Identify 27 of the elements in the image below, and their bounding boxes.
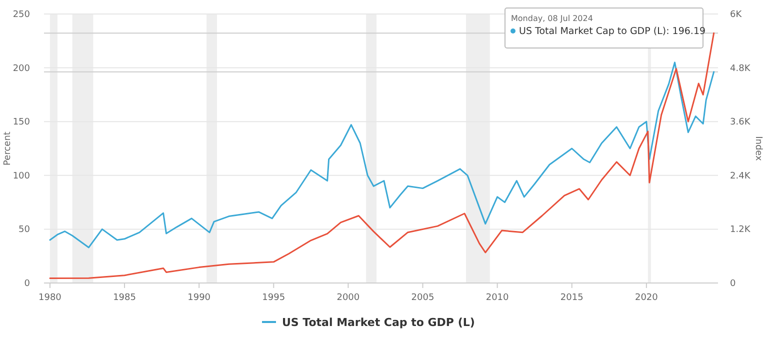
annotation: Monday, 08 Jul 2024 (511, 14, 593, 23)
y2-axis-title: Index (753, 136, 763, 162)
x-tick-label: 1995 (262, 293, 286, 303)
y2-tick-label: 6K (730, 10, 743, 20)
x-tick-label: 1985 (113, 293, 136, 303)
y2-tick-label: 4.8K (730, 64, 752, 74)
y-tick-label: 0 (24, 279, 30, 289)
x-tick-label: 1990 (188, 293, 211, 303)
x-tick-label: 2005 (411, 293, 434, 303)
legend-label: US Total Market Cap to GDP (L) (282, 316, 475, 329)
y2-tick-label: 0 (730, 279, 736, 289)
y2-tick-label: 2.4K (730, 171, 752, 182)
x-tick-label: 2020 (634, 293, 658, 303)
y2-tick-label: 1.2K (730, 225, 752, 236)
y-tick-label: 100 (12, 171, 30, 182)
y-axis-title: Percent (3, 131, 13, 166)
line-series (49, 62, 715, 248)
y2-tick-label: 3.6K (730, 118, 752, 128)
y-tick-label: 250 (12, 10, 30, 20)
y-tick-label: 50 (18, 225, 30, 236)
y-tick-label: 200 (12, 64, 30, 74)
x-tick-label: 1980 (38, 293, 62, 303)
x-tick-label: 2000 (336, 293, 360, 303)
y-tick-label: 150 (12, 118, 30, 128)
annotation: US Total Market Cap to GDP (L): 196.19 (519, 26, 706, 37)
x-tick-label: 2015 (560, 293, 584, 303)
x-tick-label: 2010 (486, 293, 510, 303)
